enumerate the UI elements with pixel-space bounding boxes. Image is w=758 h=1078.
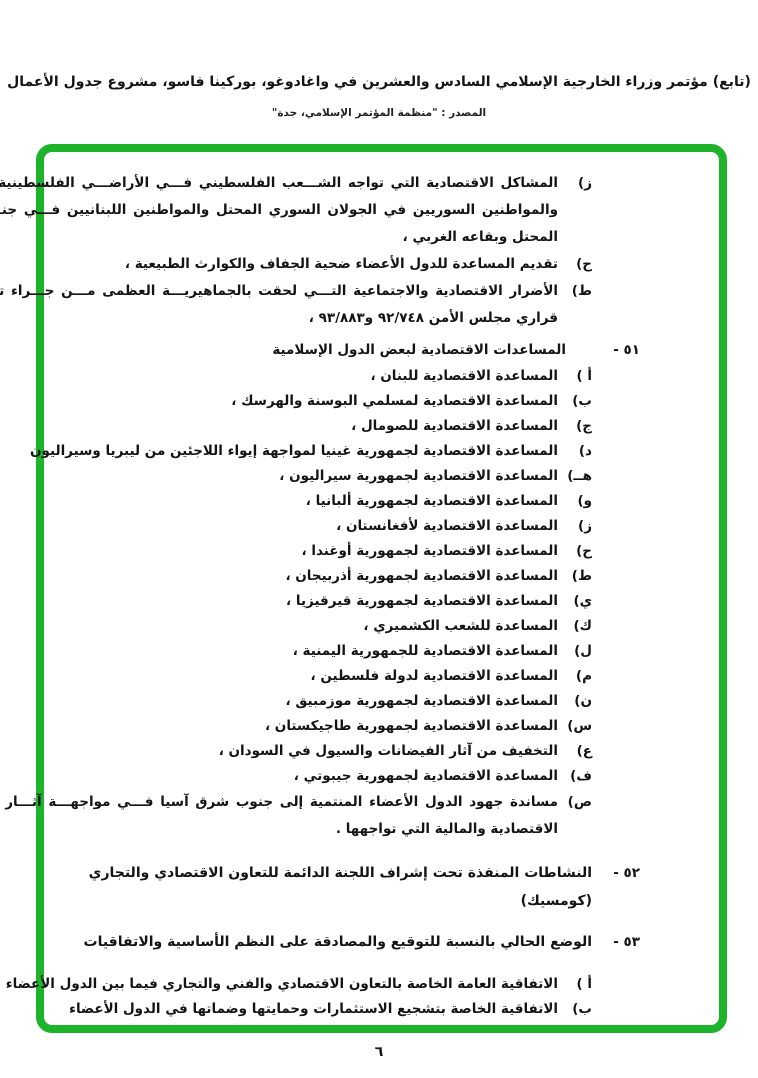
agreement-b: ب) الاتفاقية الخاصة بتشجيع الاستثمارات و… [44,997,719,1022]
subitem-text: المساعدة الاقتصادية لجمهورية أذربيجان ، [285,568,558,584]
subitem-letter: ز) [578,518,592,534]
item-title: النشاطات المنفذة تحت إشراف اللجنة الدائم… [88,865,593,909]
subitem-text: المساعدة الاقتصادية لجمهورية موزمبيق ، [285,693,558,709]
subitem-text: المساعدة الاقتصادية للجمهورية اليمنية ، [292,643,558,659]
agenda-item-t: ط) الأضرار الاقتصادية والاجتماعية التـــ… [0,278,719,332]
subitem-a: أ ) المساعدة الاقتصادية للبنان ، [44,364,719,389]
agreement-text: الاتفاقية الخاصة بتشجيع الاستثمارات وحما… [69,1001,558,1017]
text-line: مساندة جهود الدول الأعضاء المنتمية إلى ج… [0,794,558,810]
subitem-sad: ص) مساندة جهود الدول الأعضاء المنتمية إل… [0,789,719,843]
subitem-letter: أ ) [576,368,593,384]
subitem-letter: ن) [574,693,592,709]
agreement-letter: أ ) [576,976,593,992]
subitem-d: د) المساعدة الاقتصادية لجمهورية غينيا لم… [30,439,719,464]
item-title: الوضع الحالي بالنسبة للتوقيع والمصادقة ع… [83,934,593,950]
page-number: ٦ [374,1044,384,1060]
subitem-s: س) المساعدة الاقتصادية لجمهورية طاجيكستا… [44,714,719,739]
subitem-letter: ي) [573,593,592,609]
subitem-letter: ف) [570,768,592,784]
subitem-text: التخفيف من آثار الفيضانات والسيول في الس… [218,743,558,759]
subitem-text: المساعدة للشعب الكشميري ، [363,618,558,634]
subitem-n: ن) المساعدة الاقتصادية لجمهورية موزمبيق … [44,689,719,714]
agenda-item-h: ح) تقديم المساعدة للدول الأعضاء ضحية الج… [44,251,719,278]
subitem-k: ك) المساعدة للشعب الكشميري ، [44,614,719,639]
agenda-item-51: ٥١ - المساعدات الاقتصادية لبعض الدول الإ… [44,336,719,364]
agreement-a: أ ) الاتفاقية العامة الخاصة بالتعاون الا… [6,972,719,997]
subitem-z: ز) المساعدة الاقتصادية لأفغانستان ، [44,514,719,539]
subitem-text: المساعدة الاقتصادية لجمهورية ألبانيا ، [305,493,558,509]
item-text: تقديم المساعدة للدول الأعضاء ضحية الجفاف… [125,251,558,278]
subitem-letter: ط) [571,568,592,584]
subitem-letter: ج) [576,418,592,434]
text-line: والمواطنين السوريين في الجولان السوري ال… [0,202,558,218]
subitem-text: المساعدة الاقتصادية لجمهورية طاجيكستان ، [264,718,558,734]
item-number: ٥٢ - [613,865,640,881]
subitem-f: ف) المساعدة الاقتصادية لجمهورية جيبوتي ، [44,764,719,789]
subitem-text: مساندة جهود الدول الأعضاء المنتمية إلى ج… [0,789,558,843]
subitem-letter: ع) [576,743,592,759]
text-line: الأضرار الاقتصادية والاجتماعية التـــي ل… [0,283,558,299]
subitem-letter: هــ) [567,468,592,484]
subitem-letter: ل) [574,643,592,659]
subitem-text: المساعدة الاقتصادية لجمهورية سيراليون ، [279,468,558,484]
subitem-text: المساعدة الاقتصادية لجمهورية قيرقيزيا ، [286,593,558,609]
agenda-item-53: ٥٣ - الوضع الحالي بالنسبة للتوقيع والمصا… [44,928,719,956]
item-letter: ح) [576,256,592,272]
item-number: ٥٣ - [613,934,640,950]
subitem-text: المساعدة الاقتصادية لمسلمي البوسنة والهر… [231,393,558,409]
subitem-letter: و) [577,493,592,509]
subitem-text: المساعدة الاقتصادية لأفغانستان ، [336,518,558,534]
subitem-m: م) المساعدة الاقتصادية لدولة فلسطين ، [44,664,719,689]
text-line: قراري مجلس الأمن ٩٢/٧٤٨ و٩٣/٨٨٣ ، [308,310,558,326]
text-line: تقديم المساعدة للدول الأعضاء ضحية الجفاف… [124,256,558,272]
item-text: المشاكل الاقتصادية التي تواجه الشـــعب ا… [0,170,558,251]
agreement-text: الاتفاقية العامة الخاصة بالتعاون الاقتصا… [5,976,558,992]
document-title: (تابع) مؤتمر وزراء الخارجية الإسلامي الس… [7,74,751,90]
text-line: الاقتصادية والمالية التي تواجهها . [335,821,558,837]
agreement-letter: ب) [572,1001,592,1017]
agenda-item-z: ز) المشاكل الاقتصادية التي تواجه الشـــع… [0,170,719,251]
subitem-letter: ب) [572,393,592,409]
subitem-t9: ط) المساعدة الاقتصادية لجمهورية أذربيجان… [44,564,719,589]
subitem-hh: هــ) المساعدة الاقتصادية لجمهورية سيرالي… [44,464,719,489]
subitem-b: ب) المساعدة الاقتصادية لمسلمي البوسنة وا… [44,389,719,414]
text-line: المشاكل الاقتصادية التي تواجه الشـــعب ا… [0,175,558,191]
subitem-letter: ص) [567,794,592,810]
subitem-ay: ع) التخفيف من آثار الفيضانات والسيول في … [44,739,719,764]
green-border-frame: ز) المشاكل الاقتصادية التي تواجه الشـــع… [0,144,727,1033]
subitem-text: المساعدة الاقتصادية للصومال ، [351,418,558,434]
agenda-item-52: ٥٢ - النشاطات المنفذة تحت إشراف اللجنة ا… [44,859,719,915]
subitem-letter: م) [575,668,592,684]
subitem-text: المساعدة الاقتصادية لجمهورية أوغندا ، [301,543,559,559]
subitem-h7: ح) المساعدة الاقتصادية لجمهورية أوغندا ، [44,539,719,564]
item-title: المساعدات الاقتصادية لبعض الدول الإسلامي… [272,342,566,358]
text-line: المحتل وبقاعه الغربي ، [402,229,558,245]
subitem-j: ج) المساعدة الاقتصادية للصومال ، [44,414,719,439]
subitem-w: و) المساعدة الاقتصادية لجمهورية ألبانيا … [44,489,719,514]
subitem-letter: ح) [576,543,592,559]
item-number: ٥١ - [613,342,640,358]
subitem-y: ي) المساعدة الاقتصادية لجمهورية قيرقيزيا… [44,589,719,614]
subitem-text: المساعدة الاقتصادية لدولة فلسطين ، [310,668,558,684]
item-letter: ز) [578,175,592,191]
item-text: الأضرار الاقتصادية والاجتماعية التـــي ل… [0,278,558,332]
subitem-l: ل) المساعدة الاقتصادية للجمهورية اليمنية… [44,639,719,664]
subitem-letter: س) [567,718,592,734]
subitem-text: المساعدة الاقتصادية لجمهورية جيبوتي ، [293,768,558,784]
source-line: المصدر : "منظمة المؤتمر الإسلامي، جدة" [271,107,487,119]
subitem-letter: د) [578,443,592,459]
subitem-letter: ك) [573,618,592,634]
item-letter: ط) [571,283,592,299]
subitem-text: المساعدة الاقتصادية للبنان ، [370,368,558,384]
agenda-content: ز) المشاكل الاقتصادية التي تواجه الشـــع… [0,152,719,1025]
subitem-text: المساعدة الاقتصادية لجمهورية غينيا لمواج… [30,443,558,459]
